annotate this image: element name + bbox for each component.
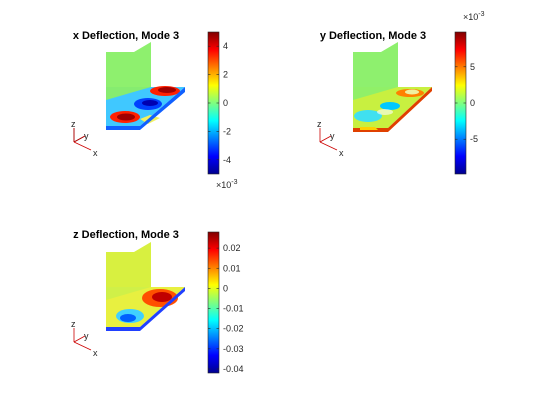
colorbar: 0.02 0.01 0 -0.01 -0.02 -0.03 -0.04 [207,231,244,374]
base-edge [106,287,185,331]
colorbar-tick-label: 0 [223,98,228,108]
triad-z-label: z [71,319,76,329]
edge-stripe [360,127,378,130]
colorbar-tick-label: 5 [470,62,475,72]
cool-region [354,110,382,122]
colorbar-tick-label: 2 [223,70,228,80]
colorbar-tick-label: 4 [223,41,228,51]
colorbar-frame [207,231,220,374]
wall-face [353,42,398,87]
cool-region-2 [380,102,400,110]
subplot-z-deflection: z Deflection, Mode 3 z y x 0.02 0.01 0 -0.0… [71,229,244,374]
colorbar-tick-label: -0.03 [223,344,244,354]
part-surface [353,42,432,132]
hot-core [152,292,172,302]
hot-core [117,113,135,121]
triad-y-label: y [84,131,89,141]
colorbar-exponent: ×10-3 [463,11,485,22]
colorbar: -4 -2 0 2 4 ×10-3 [207,31,238,190]
triad-z-label: z [71,119,76,129]
cold-core [142,100,158,106]
axes-triad: z y x [317,119,344,158]
chart-title: y Deflection, Mode 3 [320,30,426,42]
colorbar-gradient [455,32,466,174]
colorbar-tick-label: 0 [223,283,228,293]
colorbar-tick-label: -2 [223,126,231,136]
axes-triad: z y x [71,319,98,358]
colorbar-gradient [208,32,219,174]
colorbar-tick-label: 0.02 [223,243,241,253]
colorbar-tick-label: -5 [470,134,478,144]
subplot-x-deflection: x Deflection, Mode 3 [71,30,238,190]
chart-title: z Deflection, Mode 3 [73,229,179,241]
colorbar-exponent: ×10-3 [216,179,238,190]
triad-x-label: x [93,148,98,158]
triad-y-label: y [84,331,89,341]
warm-core [405,89,419,95]
colorbar-tick-label: 0 [470,98,475,108]
wall-face [106,42,151,87]
highlight [377,109,393,115]
colorbar-tick-label: -0.01 [223,304,244,314]
colorbar-gradient [208,232,219,373]
cold-core [120,314,136,322]
colorbar: -5 0 5 ×10-3 [454,11,485,175]
subplot-y-deflection: y Deflection, Mode 3 z y x -5 0 5 ×10-3 [317,11,485,175]
part-surface [106,42,185,130]
colorbar-tick-label: 0.01 [223,263,241,273]
axes-triad: z y x [71,119,98,158]
base-edge [106,87,185,130]
hot-core-2 [158,87,176,93]
chart-title: x Deflection, Mode 3 [73,30,179,42]
colorbar-tick-label: -0.04 [223,364,244,374]
triad-z-label: z [317,119,322,129]
triad-x-label: x [339,148,344,158]
colorbar-tick-label: -0.02 [223,324,244,334]
part-surface [106,242,185,331]
triad-x-label: x [93,348,98,358]
wall-face [106,242,151,287]
colorbar-tick-label: -4 [223,155,231,165]
triad-y-label: y [330,131,335,141]
